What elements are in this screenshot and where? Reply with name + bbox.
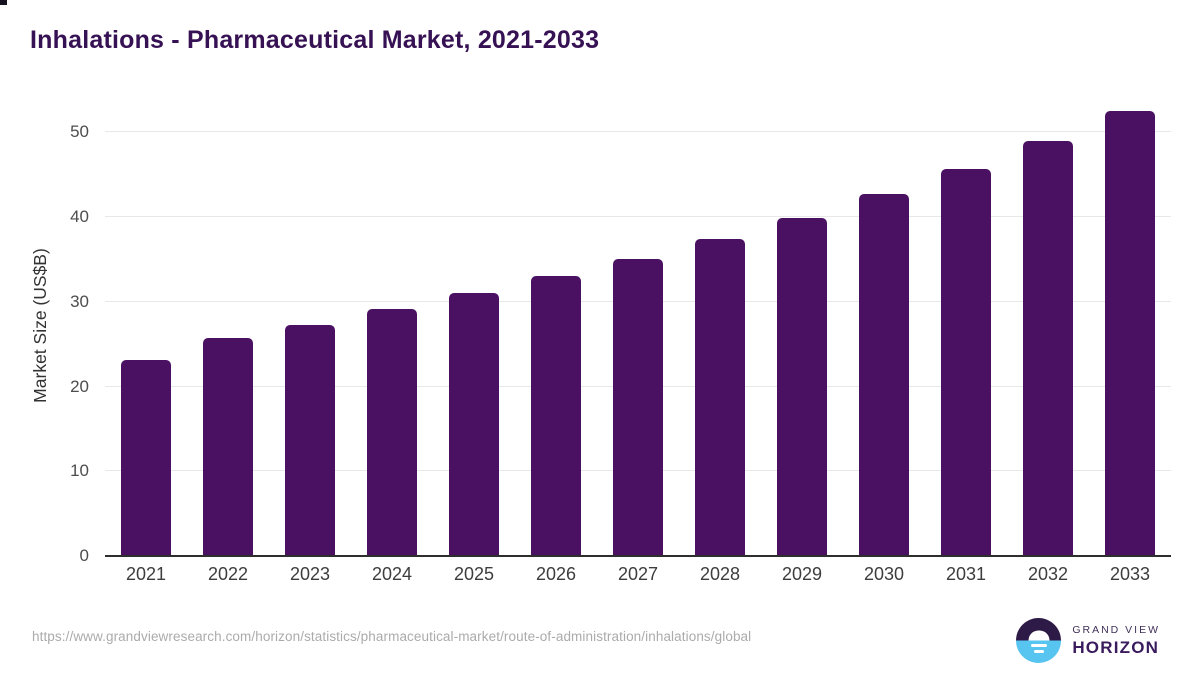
bar-slot-2031 xyxy=(925,95,1007,556)
bar-2026 xyxy=(531,276,581,556)
bar-slot-2029 xyxy=(761,95,843,556)
x-tick-label-2024: 2024 xyxy=(371,564,413,584)
bar-2023 xyxy=(285,324,335,556)
bar-slot-2027 xyxy=(597,95,679,556)
x-tick-label-2022: 2022 xyxy=(207,564,249,584)
x-tick-label-2025: 2025 xyxy=(453,564,495,584)
x-tick-label-2028: 2028 xyxy=(699,564,741,584)
bar-slot-2022 xyxy=(187,95,269,556)
logo-text: GRAND VIEW HORIZON xyxy=(1072,624,1160,658)
bar-slot-2030 xyxy=(843,95,925,556)
y-tick-label-50: 50 xyxy=(70,122,89,142)
bar-chart-plot-area xyxy=(105,95,1171,557)
horizon-sun-logo-icon xyxy=(1016,618,1062,663)
bar-slot-2028 xyxy=(679,95,761,556)
x-tick-label-2030: 2030 xyxy=(863,564,905,584)
bar-slot-2026 xyxy=(515,95,597,556)
bar-2032 xyxy=(1023,140,1073,556)
gridline-50 xyxy=(105,131,1171,133)
sun-icon xyxy=(1028,630,1050,641)
x-tick-label-2027: 2027 xyxy=(617,564,659,584)
x-tick-label-2031: 2031 xyxy=(945,564,987,584)
bar-slot-2025 xyxy=(433,95,515,556)
bar-slot-2021 xyxy=(105,95,187,556)
bar-2029 xyxy=(777,217,827,556)
y-tick-label-30: 30 xyxy=(70,291,89,311)
gridline-40 xyxy=(105,216,1171,217)
y-tick-label-40: 40 xyxy=(70,207,89,226)
bar-2033 xyxy=(1105,111,1155,556)
x-tick-label-2026: 2026 xyxy=(535,564,577,584)
source-url: https://www.grandviewresearch.com/horizo… xyxy=(32,629,752,644)
bar-slot-2033 xyxy=(1089,95,1171,556)
y-tick-label-0: 0 xyxy=(79,546,89,565)
bar-slot-2024 xyxy=(351,95,433,556)
sun-reflection-line xyxy=(1030,643,1047,647)
x-tick-label-2023: 2023 xyxy=(289,564,331,584)
screenshot-corner-artifact xyxy=(0,0,7,5)
page-title: Inhalations - Pharmaceutical Market, 202… xyxy=(30,26,600,54)
bar-2028 xyxy=(695,239,745,556)
bar-2031 xyxy=(941,168,991,556)
bar-2024 xyxy=(367,309,417,556)
x-tick-label-2033: 2033 xyxy=(1109,564,1151,584)
x-tick-label-2032: 2032 xyxy=(1027,564,1069,584)
bar-2021 xyxy=(121,360,171,556)
logo-product-name: HORIZON xyxy=(1072,637,1160,657)
y-tick-label-20: 20 xyxy=(70,376,89,396)
bar-series xyxy=(105,95,1171,556)
grandview-horizon-logo: GRAND VIEW HORIZON xyxy=(1016,618,1160,663)
bar-2030 xyxy=(859,194,909,556)
x-tick-label-2029: 2029 xyxy=(781,564,823,584)
bar-2027 xyxy=(613,259,663,556)
bar-slot-2023 xyxy=(269,95,351,556)
y-tick-label-10: 10 xyxy=(70,461,89,481)
sun-reflection-line xyxy=(1033,649,1044,653)
x-axis-line xyxy=(105,555,1171,557)
y-axis-tick-labels: 0 10 20 30 40 50 xyxy=(0,95,89,565)
x-tick-label-2021: 2021 xyxy=(125,564,167,584)
bar-2022 xyxy=(203,338,253,556)
bar-2025 xyxy=(449,293,499,556)
logo-brand-name: GRAND VIEW xyxy=(1072,623,1160,636)
bar-slot-2032 xyxy=(1007,95,1089,556)
x-axis-tick-labels: 2021 2022 2023 2024 2025 2026 2027 2028 2029 2030… xyxy=(105,564,1171,585)
